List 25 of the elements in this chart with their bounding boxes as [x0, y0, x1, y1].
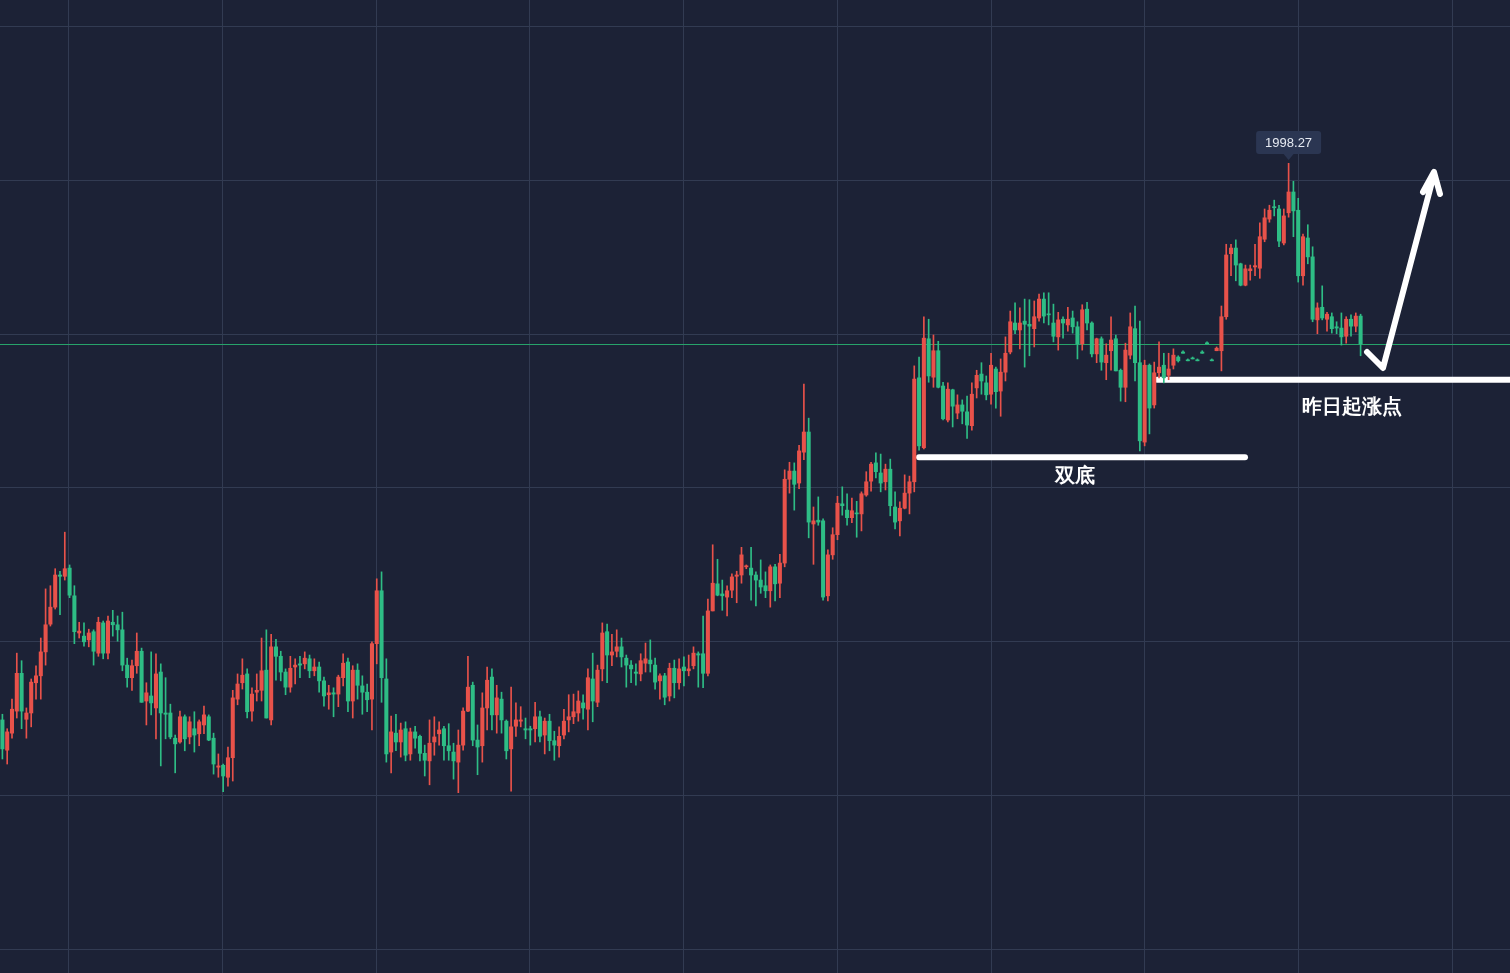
- candlestick: [1104, 343, 1109, 381]
- candlestick: [173, 734, 178, 774]
- candlestick: [446, 723, 451, 761]
- candlestick: [509, 686, 514, 792]
- candlestick: [1065, 306, 1070, 332]
- annotation: 1998.27: [1265, 135, 1313, 151]
- candlestick: [81, 622, 87, 647]
- candlestick: [1017, 307, 1022, 350]
- candlestick: [62, 531, 67, 581]
- candlestick: [1013, 302, 1018, 335]
- candlestick: [725, 585, 730, 617]
- ref-line-label: 昨日起涨点: [1302, 393, 1402, 418]
- candlestick: [1109, 316, 1114, 371]
- candlestick: [149, 651, 154, 716]
- candlestick: [696, 651, 701, 688]
- candlestick: [1272, 199, 1277, 217]
- candlestick: [393, 713, 398, 752]
- candlestick: [614, 629, 619, 658]
- candlestick: [845, 493, 850, 526]
- ref-line-label: 双底: [1054, 463, 1095, 488]
- candlestick: [633, 663, 638, 686]
- candlestick: [57, 570, 63, 616]
- candlestick: [1228, 243, 1234, 277]
- candlestick: [518, 706, 523, 728]
- candlestick: [749, 546, 754, 601]
